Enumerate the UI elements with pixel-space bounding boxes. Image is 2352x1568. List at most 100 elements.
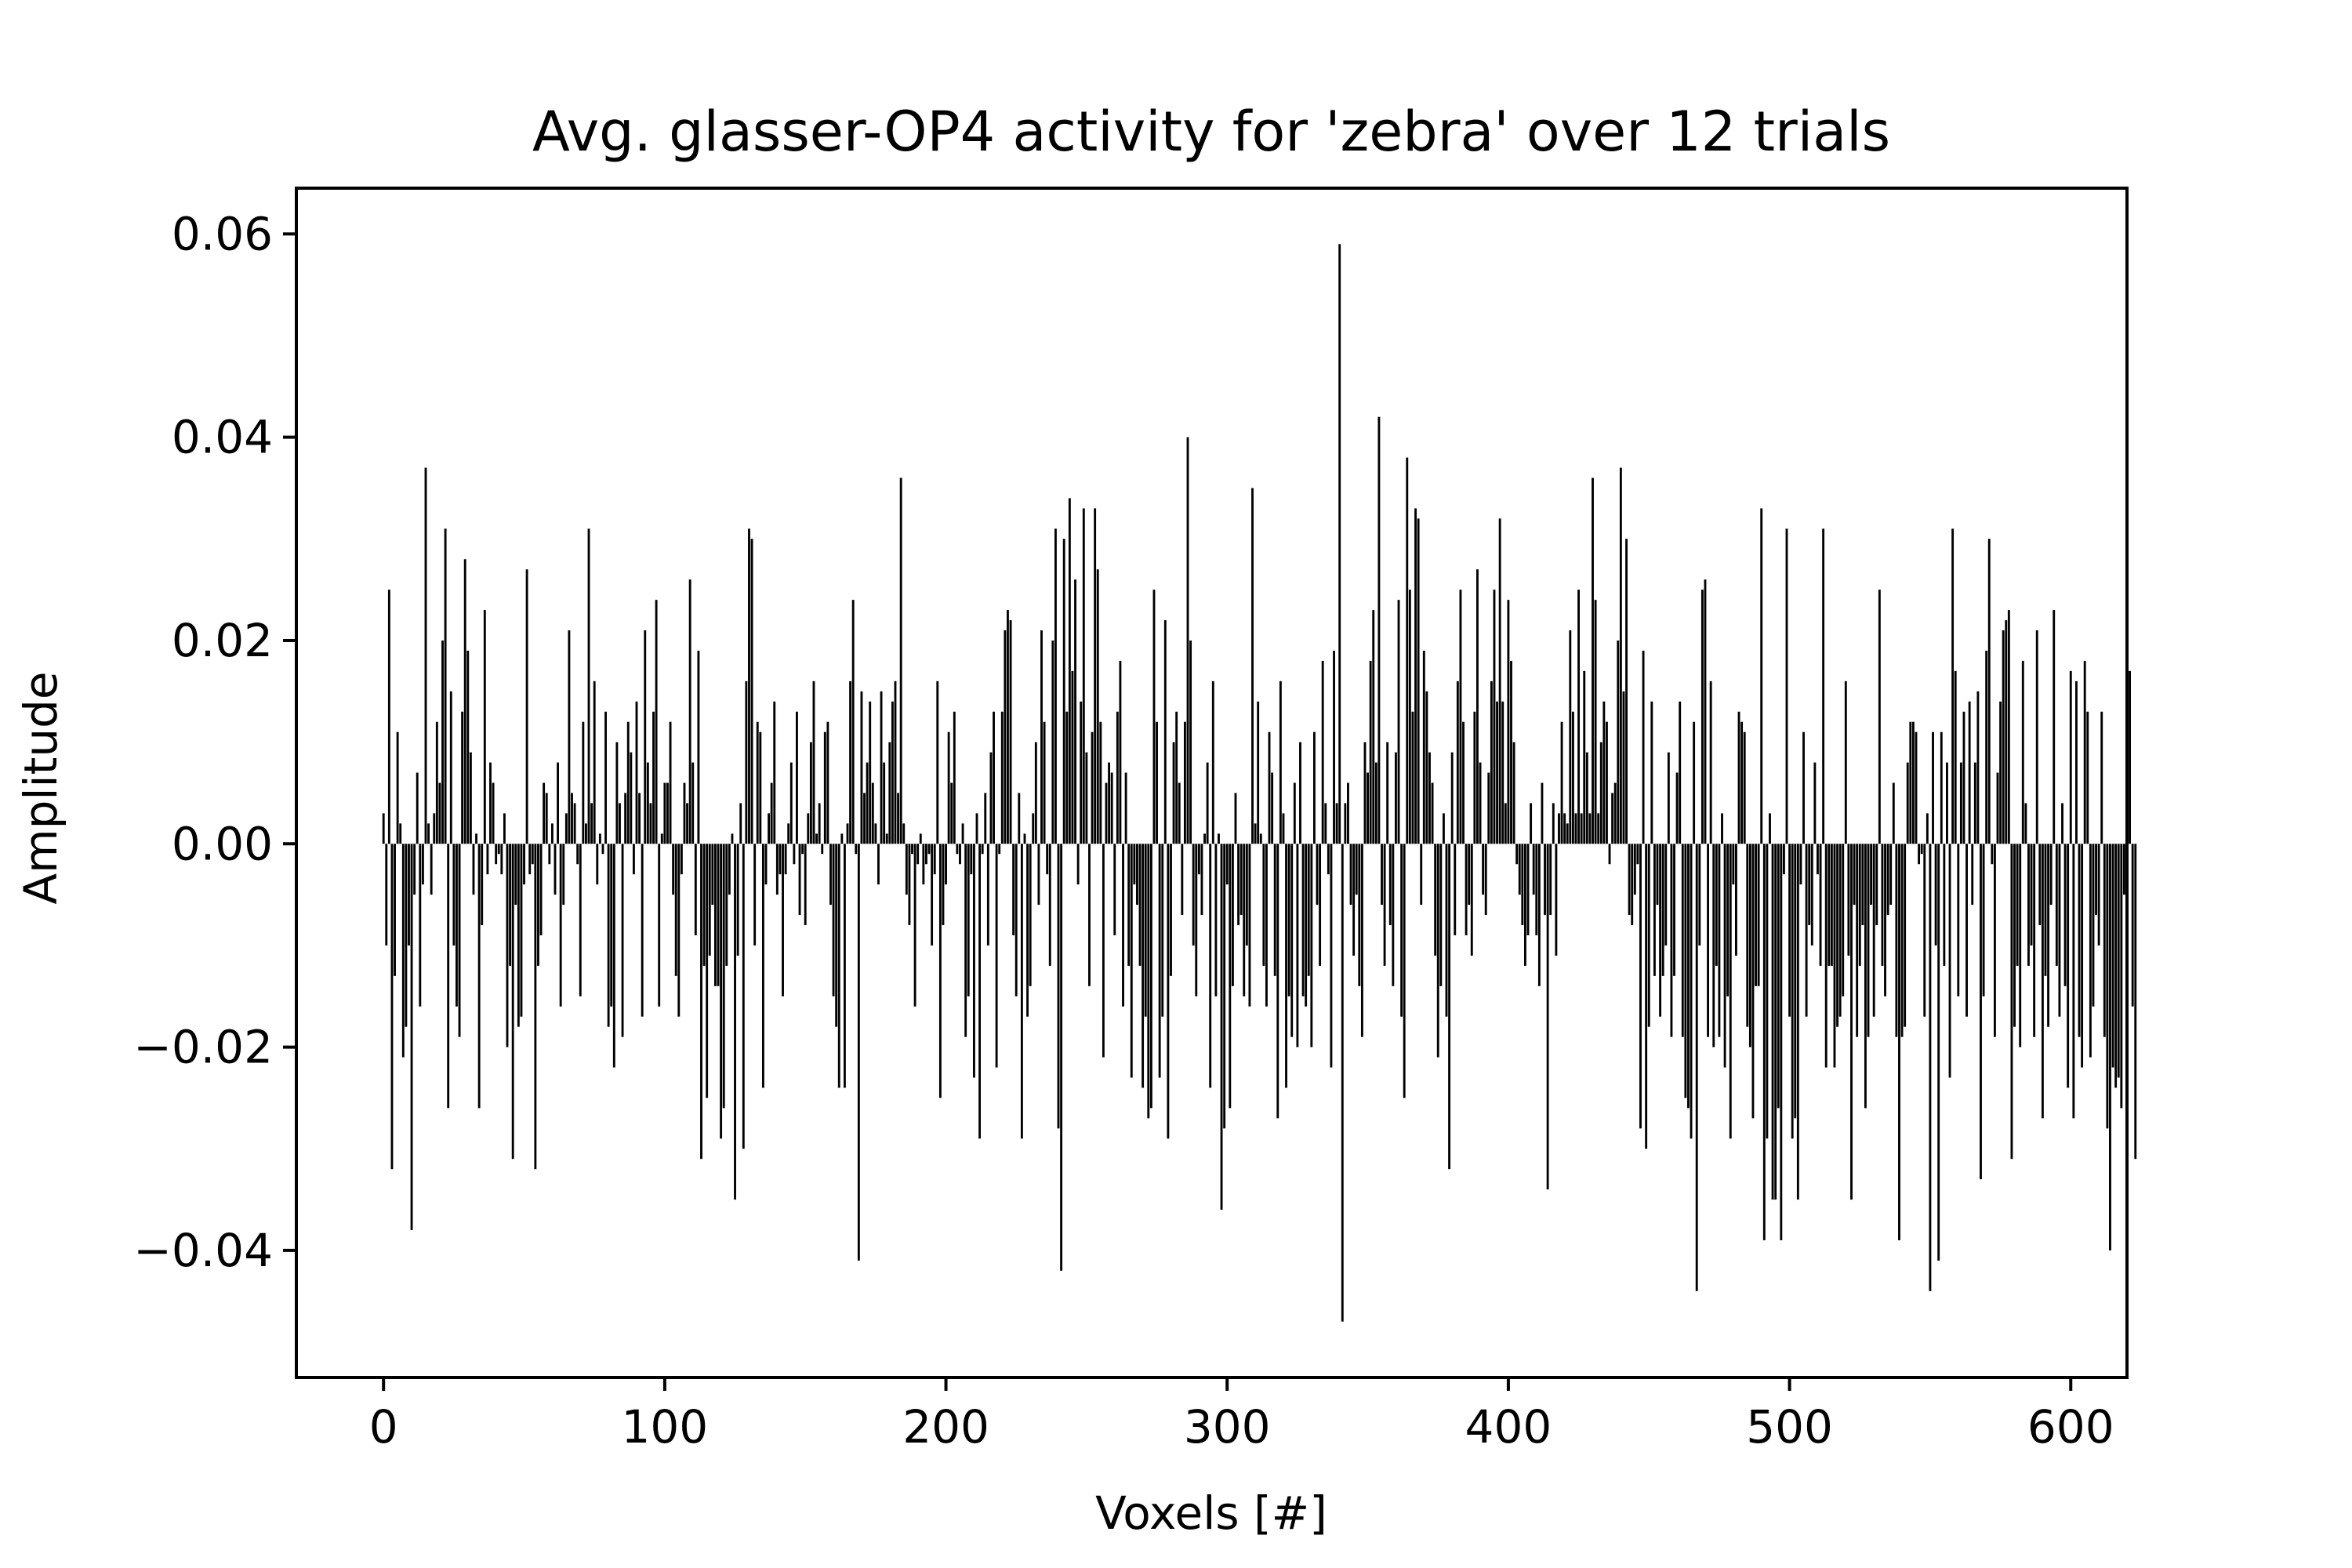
bar <box>759 731 762 844</box>
bar <box>1639 844 1642 1129</box>
bar <box>1946 762 1948 844</box>
bar <box>975 813 978 844</box>
bar <box>615 742 619 844</box>
bar <box>638 793 641 844</box>
bar <box>1819 844 1822 966</box>
bar <box>725 844 728 966</box>
bar <box>1355 844 1358 895</box>
bar <box>632 844 635 875</box>
bar <box>655 600 658 844</box>
bar <box>1541 782 1544 844</box>
bar <box>1428 752 1431 844</box>
bar <box>1203 833 1206 844</box>
bar <box>1181 844 1184 916</box>
bar <box>1746 844 1749 1027</box>
bar <box>449 691 452 844</box>
bar <box>1018 793 1021 844</box>
bar <box>1833 844 1836 1068</box>
y-axis: −0.04 −0.02 0.00 0.02 0.04 0.06 <box>133 207 296 1277</box>
bar <box>528 844 532 875</box>
bar <box>601 844 604 855</box>
bar <box>2033 844 2036 1037</box>
bar <box>590 803 593 844</box>
bar <box>925 844 927 865</box>
bar <box>1571 711 1574 844</box>
bar <box>1330 844 1333 1068</box>
bar <box>1262 844 1265 966</box>
bar <box>2005 620 2008 844</box>
bar <box>1335 803 1338 844</box>
bar <box>2131 844 2134 1007</box>
bar <box>1057 844 1060 1129</box>
bar <box>1363 742 1367 844</box>
bar <box>1065 711 1069 844</box>
bar <box>531 844 534 865</box>
bar <box>582 721 585 844</box>
bar <box>711 844 714 906</box>
bar <box>1636 844 1639 865</box>
bar <box>869 701 872 844</box>
bar <box>433 813 436 844</box>
x-tick-label: 0 <box>369 1400 398 1454</box>
bar <box>849 681 852 844</box>
bar <box>894 681 897 844</box>
bar <box>761 844 764 1088</box>
bar <box>1136 844 1138 906</box>
bar <box>1709 681 1712 844</box>
bar <box>1546 844 1549 1190</box>
bar <box>1574 813 1577 844</box>
bar <box>877 844 880 885</box>
bar <box>846 823 849 844</box>
bar <box>1301 844 1305 996</box>
bar <box>1091 731 1094 844</box>
bar <box>466 650 470 844</box>
bar <box>1425 691 1428 844</box>
bar <box>1149 844 1152 1109</box>
bar <box>919 833 922 844</box>
bar <box>1369 660 1372 844</box>
x-tick-label: 300 <box>1184 1400 1271 1454</box>
bar <box>1817 844 1819 875</box>
bar <box>1625 539 1628 844</box>
bar <box>770 782 773 844</box>
bar <box>782 844 784 996</box>
bar <box>742 844 745 1149</box>
bar <box>438 782 441 844</box>
bar <box>1878 590 1881 844</box>
bar <box>809 742 812 844</box>
bar <box>714 844 717 986</box>
bar <box>1462 721 1465 844</box>
bar <box>840 833 844 844</box>
bar <box>1566 823 1569 844</box>
bar <box>472 844 475 895</box>
bar <box>1965 844 1968 1017</box>
bar <box>1987 539 1991 844</box>
bar <box>660 833 663 844</box>
bar <box>1732 844 1735 885</box>
bar <box>1074 579 1076 844</box>
bar <box>1679 701 1682 844</box>
bar <box>677 844 681 1017</box>
bar <box>1631 844 1634 926</box>
bar <box>756 721 759 844</box>
bar <box>796 711 798 844</box>
bar <box>1748 844 1751 1047</box>
bar <box>1599 742 1602 844</box>
bar <box>2117 844 2120 1078</box>
bar <box>497 844 500 855</box>
bar <box>456 844 458 1007</box>
bar <box>598 833 601 844</box>
bar <box>1142 844 1145 1088</box>
bar <box>1645 844 1648 1149</box>
bar <box>1007 610 1009 844</box>
bar <box>1594 600 1597 844</box>
bar <box>562 844 565 906</box>
bar <box>1926 813 1929 844</box>
bar <box>1544 844 1546 916</box>
bar <box>908 844 911 926</box>
bar <box>1096 569 1099 844</box>
bar <box>506 844 509 1047</box>
bar <box>1940 731 1943 844</box>
bar <box>1459 590 1462 844</box>
